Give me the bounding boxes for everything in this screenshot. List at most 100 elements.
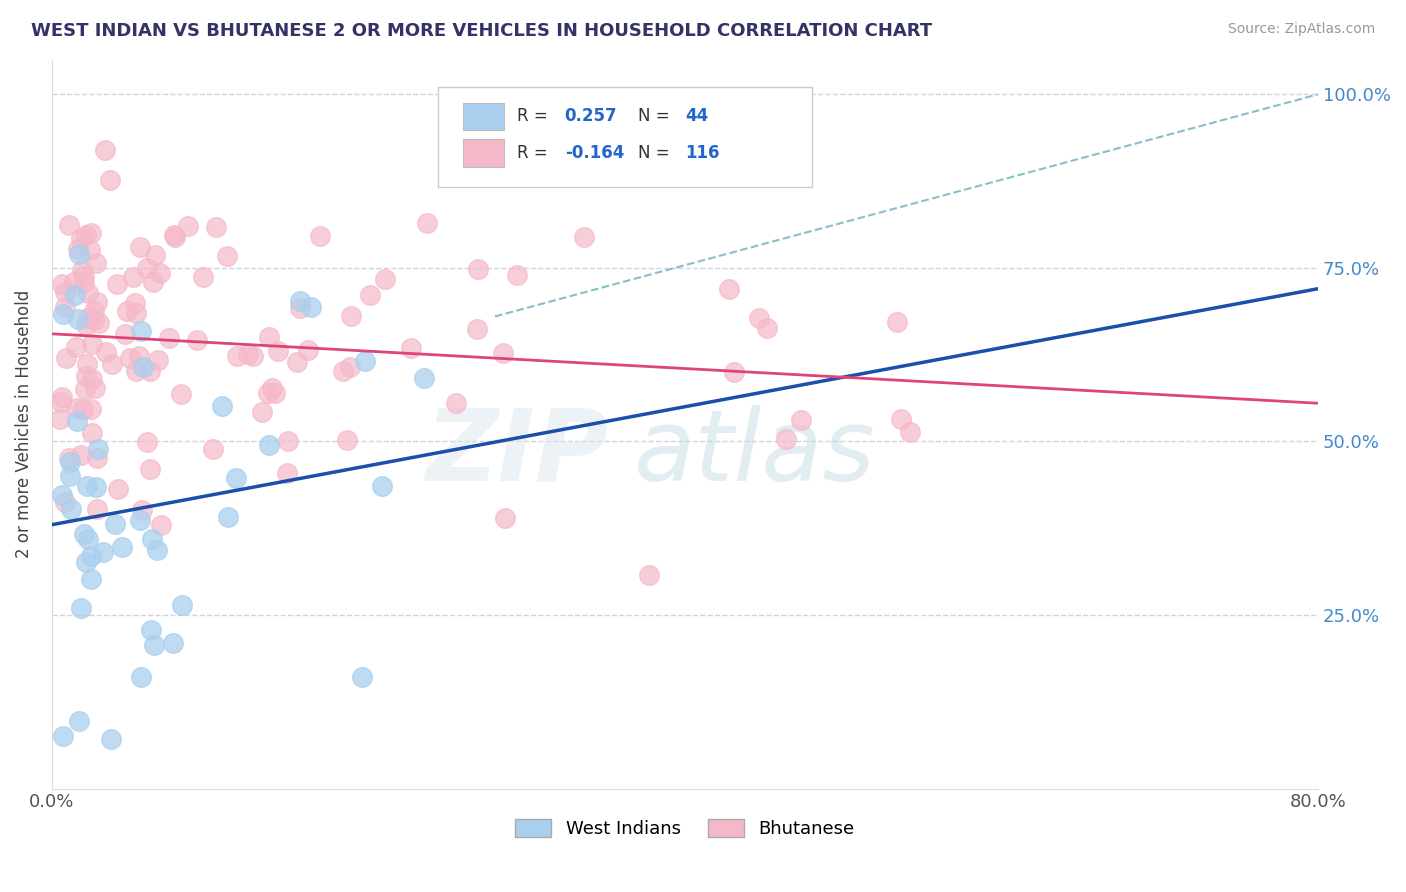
Point — [359, 287, 381, 301]
Point — [55, 285, 77, 299]
Point — [104, 517, 127, 532]
Point — [748, 311, 770, 326]
Text: Source: ZipAtlas.com: Source: ZipAtlas.com — [1227, 22, 1375, 37]
Point — [142, 638, 165, 652]
Point — [401, 341, 423, 355]
Point — [51, 390, 73, 404]
Point — [371, 479, 394, 493]
Point — [73, 275, 96, 289]
Point — [755, 321, 778, 335]
Point — [83, 304, 105, 318]
Text: N =: N = — [638, 107, 669, 126]
Point — [374, 271, 396, 285]
Point — [276, 467, 298, 481]
Point — [467, 262, 489, 277]
Point — [52, 307, 75, 321]
Point — [163, 230, 186, 244]
Bar — [464, 139, 503, 167]
Point — [65, 340, 87, 354]
Point — [131, 503, 153, 517]
Point — [51, 729, 73, 743]
Point — [98, 173, 121, 187]
Point — [69, 714, 91, 728]
Text: WEST INDIAN VS BHUTANESE 2 OR MORE VEHICLES IN HOUSEHOLD CORRELATION CHART: WEST INDIAN VS BHUTANESE 2 OR MORE VEHIC… — [31, 22, 932, 40]
Legend: West Indians, Bhutanese: West Indians, Bhutanese — [508, 812, 862, 845]
Point — [80, 572, 103, 586]
Point — [58, 455, 80, 469]
Point — [125, 364, 148, 378]
Point — [70, 448, 93, 462]
Point — [120, 351, 142, 365]
Point — [79, 226, 101, 240]
Point — [49, 395, 72, 409]
Text: R =: R = — [516, 144, 547, 162]
Point — [236, 347, 259, 361]
Point — [211, 399, 233, 413]
Point — [53, 301, 76, 315]
Point — [790, 413, 813, 427]
Point — [51, 488, 73, 502]
Point — [723, 365, 745, 379]
Point — [494, 511, 516, 525]
Point — [204, 219, 226, 234]
Point — [217, 249, 239, 263]
Point — [354, 353, 377, 368]
Point — [297, 343, 319, 357]
Point — [129, 325, 152, 339]
Text: R =: R = — [516, 107, 547, 126]
Point — [898, 425, 921, 439]
Text: 116: 116 — [685, 144, 720, 162]
Point — [83, 313, 105, 327]
Point — [76, 479, 98, 493]
Point — [75, 382, 97, 396]
Point — [128, 349, 150, 363]
Point — [77, 285, 100, 300]
Point — [59, 469, 82, 483]
Point — [105, 277, 128, 291]
Text: -0.164: -0.164 — [565, 144, 624, 162]
Point — [121, 269, 143, 284]
Point — [79, 243, 101, 257]
Point — [170, 387, 193, 401]
Point — [139, 462, 162, 476]
Point — [262, 381, 284, 395]
Point — [225, 470, 247, 484]
Point — [75, 555, 97, 569]
Point — [94, 144, 117, 158]
Point — [82, 372, 104, 386]
Point — [115, 303, 138, 318]
Point — [132, 359, 155, 374]
Point — [82, 337, 104, 351]
Point — [107, 483, 129, 497]
Text: atlas: atlas — [634, 405, 876, 501]
Point — [72, 402, 94, 417]
FancyBboxPatch shape — [439, 87, 811, 187]
Point — [506, 268, 529, 282]
Point — [124, 295, 146, 310]
Point — [332, 363, 354, 377]
Text: ZIP: ZIP — [426, 405, 609, 501]
Point — [66, 242, 89, 256]
Point — [62, 276, 84, 290]
Point — [217, 510, 239, 524]
Point — [416, 216, 439, 230]
Point — [266, 343, 288, 358]
Point — [128, 513, 150, 527]
Point — [146, 543, 169, 558]
Point — [129, 670, 152, 684]
Point — [125, 306, 148, 320]
Point — [264, 386, 287, 401]
Point — [69, 231, 91, 245]
Point — [775, 433, 797, 447]
Point — [177, 219, 200, 234]
Point — [73, 268, 96, 283]
Point — [58, 218, 80, 232]
Point — [66, 414, 89, 428]
Text: 44: 44 — [685, 107, 709, 126]
Point — [339, 359, 361, 374]
Point — [51, 277, 73, 291]
Point — [93, 544, 115, 558]
Point — [77, 311, 100, 326]
Point — [129, 240, 152, 254]
Point — [252, 405, 274, 419]
